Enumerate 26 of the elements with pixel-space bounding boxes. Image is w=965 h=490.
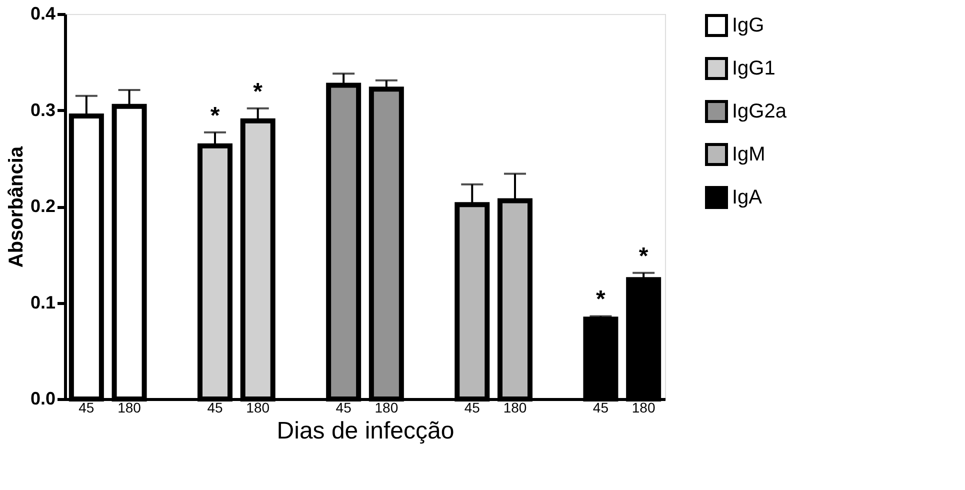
x-tick-label: 180 <box>632 400 656 416</box>
x-tick-label: 180 <box>503 400 527 416</box>
legend-label: IgA <box>732 186 763 208</box>
data-label: * <box>210 102 220 130</box>
x-tick-label: 180 <box>246 400 270 416</box>
x-tick-label: 45 <box>592 400 609 416</box>
data-label: * <box>253 78 264 106</box>
x-tick-label: 180 <box>118 400 142 416</box>
legend-label: IgG <box>732 14 764 36</box>
legend-label: IgM <box>732 144 766 166</box>
x-tick-label: 45 <box>207 400 223 416</box>
y-tick-label: 0.0 <box>30 388 56 408</box>
data-label: * <box>638 242 649 270</box>
data-label: * <box>596 286 606 314</box>
x-tick-label: 180 <box>374 400 398 416</box>
x-tick-label: 45 <box>464 400 480 416</box>
legend-label: IgG1 <box>732 58 776 80</box>
legend-label: IgG2a <box>732 100 788 122</box>
y-tick-label: 0.2 <box>30 196 56 216</box>
y-axis-title: Absorbância <box>5 146 28 268</box>
x-tick-label: 45 <box>336 400 352 416</box>
y-tick-label: 0.3 <box>30 100 56 120</box>
y-tick-label: 0.1 <box>30 292 56 312</box>
x-axis-title: Dias de infecção <box>276 418 454 444</box>
y-tick-label: 0.4 <box>30 4 56 24</box>
x-tick-label: 45 <box>78 400 94 416</box>
